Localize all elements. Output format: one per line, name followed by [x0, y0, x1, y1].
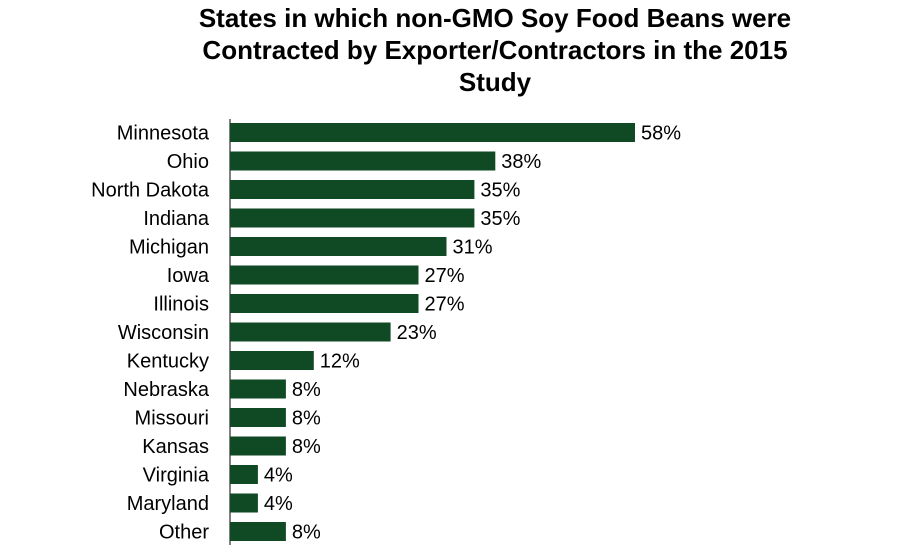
- bar-virginia: [230, 465, 258, 484]
- bar-nebraska: [230, 379, 286, 399]
- value-label: 8%: [292, 522, 321, 544]
- value-label: 27%: [425, 265, 465, 287]
- bar-other: [230, 522, 286, 541]
- bar-kentucky: [230, 351, 314, 370]
- category-label: Indiana: [143, 208, 209, 230]
- category-label: Kansas: [142, 436, 209, 458]
- value-label: 58%: [641, 123, 681, 145]
- bar-wisconsin: [230, 322, 391, 342]
- chart-title-line-3: Study: [459, 67, 532, 97]
- chart-title-line-1: States in which non-GMO Soy Food Beans w…: [199, 3, 791, 33]
- value-label: 35%: [480, 208, 520, 230]
- bar-missouri: [230, 408, 286, 427]
- category-label: Ohio: [167, 151, 209, 173]
- value-label: 4%: [264, 493, 293, 515]
- value-label: 31%: [453, 237, 493, 259]
- bar-kansas: [230, 436, 286, 456]
- category-label: Michigan: [129, 237, 209, 259]
- category-label: Kentucky: [127, 351, 209, 373]
- value-label: 35%: [480, 180, 520, 202]
- category-label: Virginia: [143, 465, 210, 487]
- category-label: Minnesota: [117, 123, 210, 145]
- value-label: 4%: [264, 465, 293, 487]
- category-label: Illinois: [153, 294, 209, 316]
- value-label: 27%: [425, 294, 465, 316]
- value-label: 38%: [501, 151, 541, 173]
- category-label: Iowa: [167, 265, 210, 287]
- bar-north-dakota: [230, 180, 475, 199]
- category-label: Missouri: [135, 408, 209, 430]
- bar-ohio: [230, 151, 496, 171]
- value-label: 8%: [292, 379, 321, 401]
- bar-illinois: [230, 294, 419, 313]
- category-label: Nebraska: [123, 379, 209, 401]
- category-label: Other: [159, 522, 209, 544]
- bar-minnesota: [230, 123, 635, 142]
- bar-group: Minnesota 58% Ohio 38% North Dakota 35% Indian…: [91, 123, 681, 544]
- bar-michigan: [230, 237, 447, 256]
- chart-title: States in which non-GMO Soy Food Beans w…: [199, 3, 791, 97]
- value-label: 8%: [292, 436, 321, 458]
- value-label: 23%: [397, 322, 437, 344]
- value-label: 8%: [292, 408, 321, 430]
- bar-indiana: [230, 208, 475, 228]
- chart-title-line-2: Contracted by Exporter/Contractors in th…: [202, 35, 787, 65]
- bar-maryland: [230, 493, 258, 513]
- category-label: North Dakota: [91, 180, 210, 202]
- category-label: Maryland: [127, 493, 209, 515]
- category-label: Wisconsin: [118, 322, 209, 344]
- value-label: 12%: [320, 351, 360, 373]
- bar-iowa: [230, 265, 419, 285]
